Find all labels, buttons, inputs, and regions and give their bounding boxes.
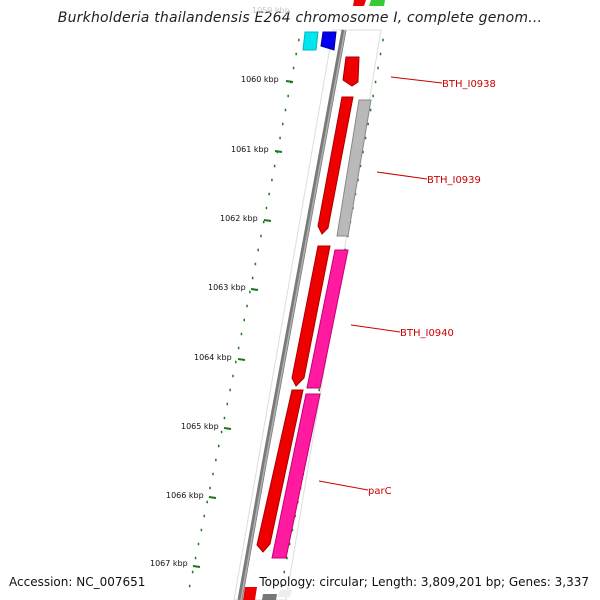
major-tick-1067 [192,565,201,568]
ruler-label-1067: 1067 kbp [150,559,188,568]
accession-label: Accession: NC_007651 [9,575,146,589]
gene-parc[interactable] [271,393,321,559]
leader-parc [318,480,369,491]
ruler-label-1061: 1061 kbp [231,145,269,154]
gene-bth-i0939-red[interactable] [317,96,354,235]
ruler-label-1065: 1065 kbp [181,422,219,431]
gene-label-bth-i0940[interactable]: BTH_I0940 [400,328,454,339]
major-tick-1065 [223,427,232,430]
chromosome-backbone-highlight [240,29,346,600]
gene-label-bth-i0939[interactable]: BTH_I0939 [427,175,481,186]
chromosome-backbone [237,29,347,600]
major-tick-1061 [274,150,283,153]
major-tick-1062 [263,219,272,222]
major-tick-1060 [285,80,294,83]
leader-bth-i0939 [376,171,428,180]
major-tick-1063 [250,288,259,291]
gene-bth-i0940[interactable] [306,249,349,389]
ruler-label-partial: 1059 kbp [252,6,290,15]
ruler-label-1063: 1063 kbp [208,283,246,292]
gene-label-bth-i0938[interactable]: BTH_I0938 [442,79,496,90]
ruler-label-1062: 1062 kbp [220,214,258,223]
gene-white-bottom[interactable] [278,590,292,597]
leader-bth-i0938 [390,76,443,84]
major-tick-1064 [237,358,246,361]
gene-bth-i0938[interactable] [342,56,360,87]
gene-bth-i0940-red[interactable] [291,245,331,387]
ruler-label-1066: 1066 kbp [166,491,204,500]
map-title: Burkholderia thailandensis E264 chromoso… [57,10,543,26]
gene-cyan[interactable] [302,31,319,51]
gene-green-top[interactable] [369,0,385,6]
ruler-label-1064: 1064 kbp [194,353,232,362]
gene-red-bottom[interactable] [243,587,257,600]
gene-parc-red[interactable] [256,389,304,553]
gene-bth-i0939[interactable] [336,99,372,237]
gene-red-top[interactable] [353,0,366,6]
gene-label-parc[interactable]: parC [368,486,392,497]
genome-summary: Topology: circular; Length: 3,809,201 bp… [259,575,589,589]
gene-gray-bottom[interactable] [262,594,277,600]
major-tick-1066 [208,496,217,499]
leader-bth-i0940 [350,324,401,333]
ruler-label-1060: 1060 kbp [241,75,279,84]
gene-blue[interactable] [320,31,337,51]
